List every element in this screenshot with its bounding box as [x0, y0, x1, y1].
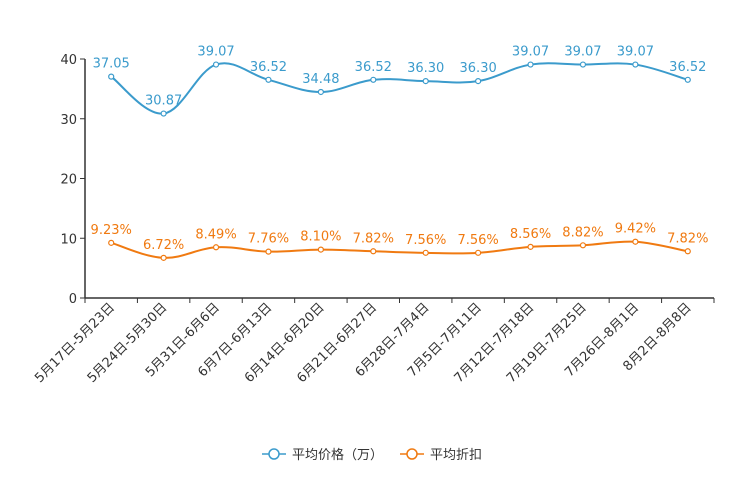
legend-label: 平均价格（万）: [292, 447, 383, 463]
data-point[interactable]: [108, 73, 115, 80]
data-point[interactable]: [632, 238, 639, 245]
data-label: 39.07: [197, 45, 234, 60]
data-point[interactable]: [579, 242, 587, 249]
y-tick-label: 20: [60, 173, 77, 188]
data-label: 37.05: [93, 57, 130, 72]
data-point[interactable]: [475, 78, 482, 85]
series-0: 37.05 30.87 39.07 36.52 34.48 36.52 36.30 36.30…: [93, 45, 706, 117]
legend-label: 平均折扣: [430, 448, 482, 463]
data-label: 36.52: [250, 60, 287, 75]
data-label: 36.30: [460, 61, 497, 76]
data-label: 39.07: [617, 45, 654, 60]
series-1: 9.23% 6.72% 8.49% 7.76% 8.10% 7.82% 7.56% 7.56%…: [91, 222, 708, 261]
series-line: [110, 240, 688, 259]
data-label: 7.82%: [353, 231, 394, 246]
data-label: 8.82%: [562, 225, 603, 240]
data-point[interactable]: [684, 76, 691, 83]
data-point[interactable]: [475, 249, 482, 256]
data-point[interactable]: [317, 246, 324, 253]
y-tick-label: 10: [60, 232, 77, 247]
data-point[interactable]: [370, 76, 377, 83]
series-layer: 37.05 30.87 39.07 36.52 34.48 36.52 36.30 36.30…: [91, 45, 708, 261]
data-point[interactable]: [370, 248, 377, 255]
data-point[interactable]: [422, 249, 429, 256]
legend: 平均价格（万） 平均折扣: [262, 447, 482, 463]
y-tick-label: 30: [60, 113, 77, 128]
legend-marker-icon: [268, 448, 280, 460]
data-label: 8.10%: [300, 230, 341, 245]
data-label: 36.30: [407, 61, 444, 76]
data-label: 36.52: [669, 60, 706, 75]
data-point[interactable]: [212, 61, 220, 68]
data-point[interactable]: [212, 244, 220, 251]
data-label: 7.76%: [248, 232, 289, 247]
data-point[interactable]: [579, 61, 587, 68]
data-label: 9.23%: [91, 223, 132, 238]
data-label: 8.49%: [195, 227, 236, 242]
data-label: 34.48: [302, 72, 339, 87]
data-point[interactable]: [317, 88, 324, 96]
data-label: 7.82%: [667, 231, 708, 246]
data-label: 30.87: [145, 94, 182, 109]
data-point[interactable]: [422, 78, 429, 85]
series-line: [110, 62, 689, 115]
data-point[interactable]: [632, 61, 639, 68]
data-label: 7.56%: [457, 233, 498, 248]
legend-item-1[interactable]: 平均折扣: [400, 448, 482, 463]
data-point[interactable]: [265, 248, 272, 255]
data-label: 6.72%: [143, 238, 184, 253]
data-label: 7.56%: [405, 233, 446, 248]
legend-marker-icon: [406, 448, 418, 460]
data-point[interactable]: [160, 110, 167, 117]
data-point[interactable]: [527, 243, 534, 250]
data-point[interactable]: [684, 248, 691, 255]
axes: 0102030405月17日-5月23日5月24日-5月30日5月31日-6月6…: [32, 53, 715, 386]
data-label: 36.52: [355, 60, 392, 75]
data-point[interactable]: [108, 239, 115, 246]
y-tick-label: 40: [60, 53, 77, 68]
y-tick-label: 0: [69, 292, 77, 307]
data-label: 8.56%: [510, 227, 551, 242]
data-label: 39.07: [564, 45, 601, 60]
data-label: 9.42%: [615, 222, 656, 237]
legend-item-0[interactable]: 平均价格（万）: [262, 447, 383, 463]
data-point[interactable]: [265, 76, 272, 83]
data-label: 39.07: [512, 45, 549, 60]
data-point[interactable]: [527, 61, 534, 68]
data-point[interactable]: [160, 254, 167, 261]
